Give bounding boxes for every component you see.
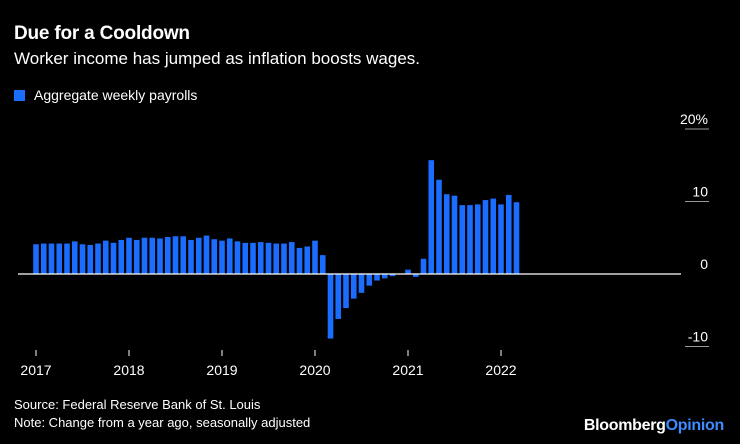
bar: [203, 235, 210, 274]
chart-title: Due for a Cooldown: [14, 23, 190, 44]
methodology-note: Note: Change from a year ago, seasonally…: [14, 415, 311, 430]
bar: [226, 238, 233, 274]
y-tick-label: -10: [688, 329, 708, 345]
x-tick-label: 2021: [392, 362, 423, 378]
chart-subtitle: Worker income has jumped as inflation bo…: [14, 49, 420, 68]
bar: [490, 198, 497, 274]
x-tick-label: 2018: [113, 362, 144, 378]
bar: [467, 205, 473, 274]
bar: [482, 200, 489, 274]
y-tick-label: 10: [692, 184, 708, 200]
bar: [126, 237, 132, 274]
legend-swatch: [14, 89, 25, 101]
bar: [327, 274, 334, 339]
bar: [436, 179, 442, 274]
bar: [498, 204, 504, 274]
bar: [335, 274, 342, 319]
bar: [296, 247, 303, 274]
bar: [149, 237, 156, 274]
bar: [33, 244, 39, 274]
bar: [405, 269, 411, 274]
bar: [250, 242, 256, 274]
bar: [374, 274, 380, 281]
bar: [133, 239, 140, 274]
bar: [172, 236, 179, 274]
bar: [48, 243, 55, 274]
bar: [164, 237, 171, 274]
bar: [420, 258, 427, 274]
bar: [343, 274, 349, 309]
bar: [118, 239, 125, 274]
bar: [257, 242, 264, 274]
bar: [288, 242, 295, 274]
bar: [95, 243, 101, 274]
bar: [141, 237, 148, 274]
bar: [242, 242, 249, 274]
legend: Aggregate weekly payrolls: [14, 87, 197, 103]
bar: [505, 194, 512, 274]
bar: [188, 239, 194, 274]
bar: [40, 243, 47, 274]
bar: [180, 236, 187, 274]
bar: [56, 243, 63, 274]
legend-label: Aggregate weekly payrolls: [34, 87, 198, 103]
bar: [350, 274, 357, 299]
y-tick-label: 0: [700, 256, 708, 272]
bar: [304, 246, 311, 274]
bar: [443, 194, 450, 274]
source-note: Source: Federal Reserve Bank of St. Loui…: [14, 397, 261, 412]
bar: [273, 243, 280, 274]
bloomberg-opinion-logo: BloombergOpinion: [583, 417, 724, 434]
x-tick-label: 2022: [485, 362, 516, 378]
y-tick-label: 20%: [680, 111, 708, 127]
bar: [312, 240, 318, 274]
x-tick-label: 2017: [20, 362, 51, 378]
bar: [428, 160, 435, 274]
bar: [319, 255, 326, 274]
bar: [71, 241, 78, 274]
bar: [412, 274, 419, 277]
bar: [474, 204, 481, 274]
bar: [366, 274, 373, 286]
bar: [459, 205, 466, 274]
bar: [211, 239, 218, 274]
bar: [234, 241, 241, 274]
bar: [358, 274, 365, 293]
bar: [389, 274, 396, 277]
footer: Source: Federal Reserve Bank of St. Loui…: [14, 396, 310, 432]
bar: [381, 274, 388, 279]
bar: [102, 240, 109, 274]
bar: [195, 237, 202, 274]
x-tick-label: 2019: [206, 362, 237, 378]
bar: [110, 242, 117, 274]
bar: [281, 243, 287, 274]
bar: [265, 242, 272, 274]
bar: [513, 202, 520, 274]
bar: [87, 245, 94, 274]
bar: [64, 243, 70, 274]
bar: [451, 195, 458, 274]
bar: [219, 240, 225, 274]
bar: [79, 244, 86, 274]
bar: [157, 238, 163, 274]
x-tick-label: 2020: [299, 362, 330, 378]
